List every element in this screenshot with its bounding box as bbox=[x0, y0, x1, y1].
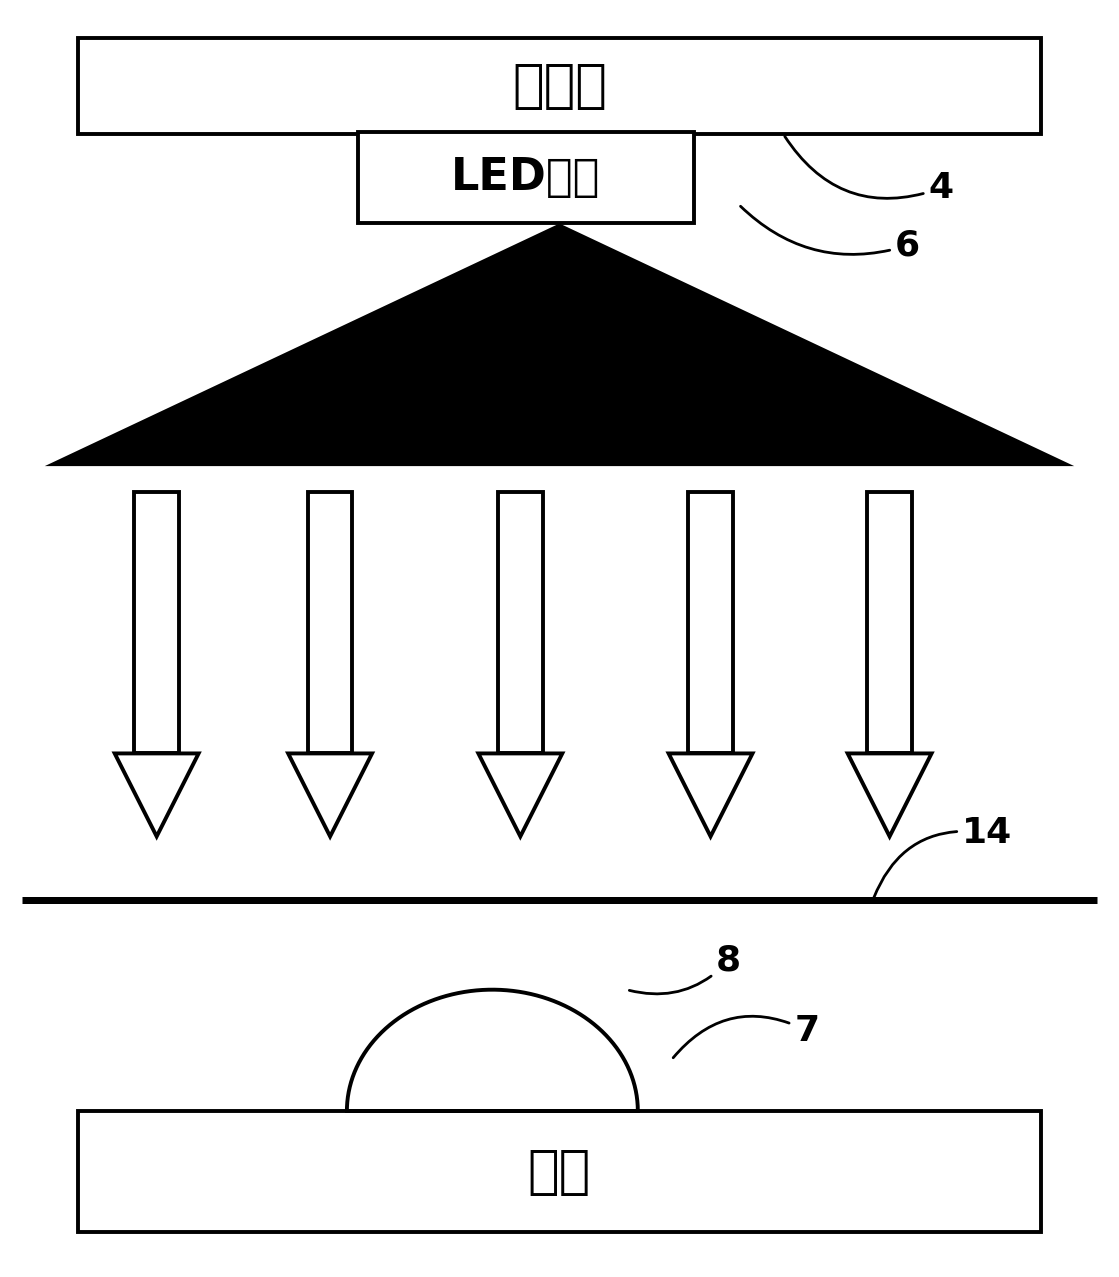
Text: 14: 14 bbox=[874, 816, 1013, 898]
Bar bbox=[78, 38, 1041, 134]
Text: 天花板: 天花板 bbox=[513, 60, 606, 112]
Bar bbox=[78, 1111, 1041, 1232]
Text: 8: 8 bbox=[629, 944, 741, 994]
Bar bbox=[688, 492, 733, 753]
Text: 6: 6 bbox=[741, 207, 920, 262]
Bar bbox=[134, 492, 179, 753]
Text: 4: 4 bbox=[784, 137, 953, 204]
Polygon shape bbox=[479, 753, 562, 836]
Text: 地板: 地板 bbox=[528, 1145, 591, 1198]
Polygon shape bbox=[115, 753, 199, 836]
Bar bbox=[308, 492, 352, 753]
Polygon shape bbox=[45, 223, 1074, 466]
Polygon shape bbox=[669, 753, 752, 836]
Text: 7: 7 bbox=[674, 1014, 819, 1057]
Text: LED阵列: LED阵列 bbox=[451, 156, 601, 199]
Bar bbox=[358, 132, 694, 223]
Bar bbox=[867, 492, 912, 753]
Polygon shape bbox=[289, 753, 372, 836]
Bar bbox=[498, 492, 543, 753]
Polygon shape bbox=[848, 753, 931, 836]
